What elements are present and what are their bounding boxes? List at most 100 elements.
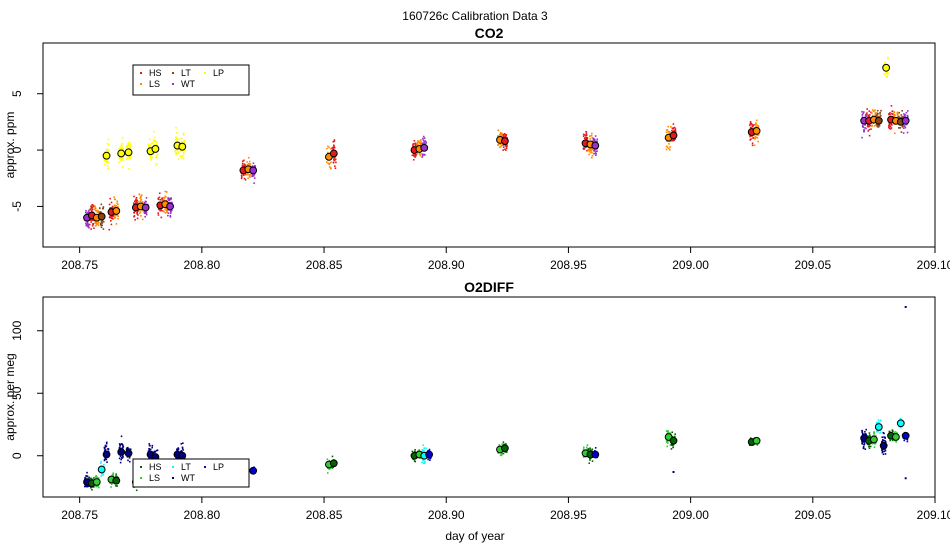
data-point: [108, 203, 111, 206]
data-point: [669, 148, 671, 151]
data-point: [183, 152, 185, 155]
data-point: [420, 153, 422, 155]
data-point: [134, 218, 136, 221]
data-point: [749, 124, 751, 126]
data-point: [899, 418, 902, 420]
data-point: [884, 436, 887, 439]
data-point: [665, 148, 668, 151]
data-point: [110, 483, 113, 485]
data-point: [164, 195, 167, 198]
data-point: [107, 148, 109, 151]
data-point: [864, 448, 867, 450]
data-point: [88, 226, 90, 229]
data-point: [503, 443, 505, 446]
data-point: [667, 147, 670, 150]
data-point: [907, 110, 909, 112]
data-point: [101, 222, 104, 224]
data-point: [142, 201, 144, 204]
data-point: [673, 126, 676, 129]
data-point: [868, 445, 871, 447]
data-point: [875, 421, 878, 424]
data-point: [122, 446, 125, 448]
data-point: [582, 148, 585, 150]
data-point: [127, 141, 130, 144]
data-point: [903, 125, 905, 128]
data-point: [133, 215, 135, 218]
data-point: [139, 211, 142, 214]
mean-marker: [896, 419, 905, 428]
data-point: [92, 477, 95, 479]
data-point: [903, 439, 906, 442]
data-point: [127, 143, 129, 145]
data-point: [885, 71, 888, 73]
data-point: [94, 208, 96, 211]
data-point: [874, 434, 877, 437]
data-point: [91, 206, 94, 209]
data-point: [99, 462, 102, 465]
data-point: [871, 114, 874, 117]
data-point: [329, 467, 331, 470]
data-point: [156, 144, 159, 147]
data-point: [422, 444, 424, 447]
data-point: [181, 446, 184, 449]
data-point: [505, 443, 507, 445]
data-point: [241, 164, 244, 167]
data-point: [671, 435, 674, 438]
data-point: [867, 130, 870, 132]
data-point: [589, 147, 592, 150]
data-point: [110, 201, 113, 204]
data-point: [585, 137, 588, 140]
data-point: [881, 449, 883, 451]
data-point: [418, 141, 421, 144]
data-point: [150, 159, 153, 161]
data-point: [861, 110, 863, 113]
data-point: [891, 430, 894, 432]
data-point: [500, 144, 503, 147]
data-point: [99, 223, 102, 226]
data-point: [129, 146, 132, 148]
data-point: [161, 198, 163, 200]
data-point: [94, 205, 96, 208]
mean-marker: [901, 431, 910, 440]
data-point: [868, 447, 871, 450]
mean-marker: [500, 137, 509, 145]
data-point: [149, 154, 152, 157]
data-point: [422, 462, 425, 465]
data-point: [182, 157, 185, 160]
data-point: [105, 441, 108, 444]
data-point: [868, 110, 871, 112]
data-point: [591, 136, 594, 139]
data-point: [668, 432, 671, 434]
data-point: [894, 431, 897, 433]
data-point: [139, 200, 142, 202]
chart-panel-o2diff: O2DIFF approx. per meg 208.75 208.80 208.85 2…: [3, 279, 950, 522]
x-tick-label: 208.95: [550, 508, 587, 522]
data-point: [121, 166, 124, 168]
data-point: [328, 468, 331, 470]
y-tick-label: 50: [10, 386, 24, 400]
data-point: [420, 141, 422, 143]
data-point: [93, 227, 95, 229]
legend-swatch: [172, 72, 174, 74]
data-point: [413, 460, 416, 462]
data-point: [122, 455, 124, 457]
data-point: [423, 450, 426, 453]
data-point: [182, 442, 184, 444]
data-point: [138, 193, 141, 196]
data-point: [588, 462, 591, 465]
mean-marker: [97, 212, 106, 221]
data-point: [861, 136, 863, 139]
data-point: [503, 133, 506, 136]
data-point: [177, 448, 180, 450]
data-point: [177, 151, 180, 153]
data-point: [174, 138, 177, 141]
data-point: [890, 105, 893, 107]
data-point: [900, 116, 903, 119]
data-point: [101, 224, 103, 227]
data-point: [241, 160, 244, 163]
data-point: [414, 154, 417, 157]
data-point: [502, 136, 504, 139]
data-point: [116, 485, 118, 487]
mean-marker: [591, 450, 600, 459]
